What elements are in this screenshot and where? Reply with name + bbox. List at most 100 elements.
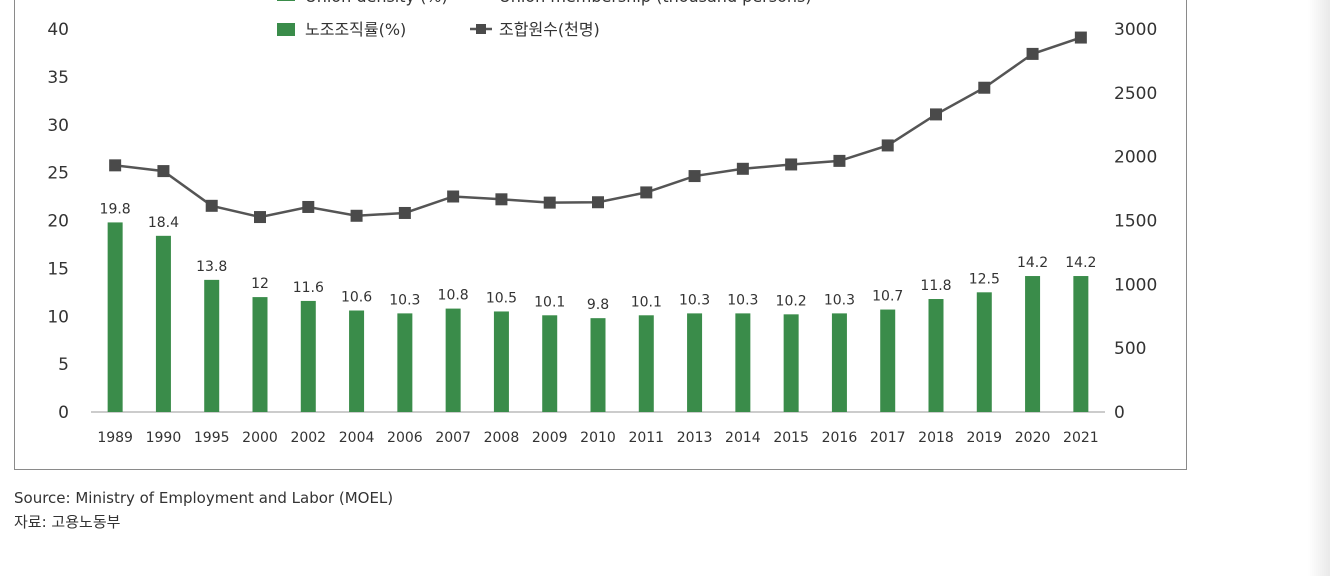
bar [542,315,558,412]
bar-value-label: 10.5 [486,290,517,306]
bar-value-label: 10.3 [679,292,710,308]
legend-swatch-density [277,23,295,36]
y-left-tick-label: 30 [47,116,69,136]
bar [155,235,171,412]
membership-point [833,154,846,167]
legend-label-density: 노조조직률(%) [305,20,406,39]
bar-value-label: 11.6 [293,280,324,296]
bar [687,313,703,412]
x-tick-label: 2017 [870,430,906,446]
y-left-tick-label: 0 [58,403,69,423]
bar-value-label: 10.8 [438,288,469,304]
bar [300,300,316,412]
x-tick-label: 2010 [580,430,616,446]
membership-line [114,36,1082,219]
y-right-tick-label: 2000 [1114,148,1157,168]
membership-point [736,162,749,175]
membership-point [978,81,991,94]
x-tick-label: 2016 [822,430,858,446]
x-tick-label: 2011 [628,430,664,446]
membership-point [640,186,653,199]
membership-point [592,196,604,209]
membership-point [495,193,508,206]
bar [493,311,509,412]
y-left-tick-label: 10 [47,307,69,327]
bar [252,297,268,412]
bar-value-label: 9.8 [587,297,609,313]
bar [590,318,606,412]
source-korean: 자료: 고용노동부 [14,513,121,531]
x-tick-label: 2008 [484,430,520,446]
x-tick-label: 2013 [677,430,713,446]
bar [735,313,751,412]
bar-value-label: 10.7 [872,289,903,305]
bar-value-label: 14.2 [1017,255,1048,271]
bar-value-label: 12.5 [969,271,1000,287]
y-left-tick-label: 35 [47,68,69,88]
x-tick-label: 2006 [387,430,423,446]
bar-value-label: 11.8 [920,278,951,294]
bar [204,279,220,412]
x-tick-label: 1989 [97,430,133,446]
x-tick-label: 2009 [532,430,568,446]
bar-value-label: 19.8 [100,201,131,217]
y-right-tick-label: 0 [1114,403,1125,423]
bar [445,308,461,412]
x-tick-label: 2000 [242,430,278,446]
membership-point [254,211,266,224]
bar [783,314,799,412]
membership-point [205,199,218,212]
legend-marker-membership [476,24,486,34]
legend-label-membership-en: Union membership (thousand persons) [499,0,812,6]
membership-point [688,170,701,183]
y-right-tick-label: 2500 [1114,84,1157,104]
bar [397,313,413,412]
bar-value-label: 12 [251,276,269,292]
bar [349,310,365,412]
bar [831,313,847,412]
bar-value-label: 10.3 [727,292,758,308]
bar [107,222,123,412]
bar [880,309,896,412]
membership-point [1074,31,1087,44]
membership-point [350,209,363,222]
bar [638,315,654,412]
bar [1073,276,1089,412]
x-tick-label: 2007 [435,430,471,446]
y-right-tick-label: 1500 [1114,212,1157,232]
x-tick-label: 2019 [966,430,1002,446]
y-right-tick-label: 3000 [1114,20,1157,40]
chart: 0 5 10 15 20 25 30 35 40 0 500 1000 1500 2000 2500 3000… [47,0,1157,446]
page-edge-shadow [1308,0,1330,576]
x-tick-label: 2002 [290,430,326,446]
bar-value-label: 10.3 [389,292,420,308]
x-tick-label: 1990 [146,430,182,446]
legend-label-membership: 조합원수(천명) [499,20,600,39]
membership-point [881,139,894,152]
membership-point [785,158,798,171]
membership-point [1026,47,1039,60]
y-left-tick-label: 25 [47,164,69,184]
membership-point [157,165,170,178]
bar-value-label: 10.6 [341,290,372,306]
bar-value-label: 10.2 [776,293,807,309]
legend-label-density-en: Union density (%) [305,0,448,6]
x-tick-label: 2014 [725,430,761,446]
bar [1025,276,1041,412]
membership-point [447,190,460,203]
y-left-tick-label: 5 [58,355,69,375]
y-right-tick-label: 1000 [1114,275,1157,295]
x-tick-label: 2015 [773,430,809,446]
membership-point [109,159,122,172]
bar-value-label: 10.1 [631,294,662,310]
bar-value-label: 10.3 [824,292,855,308]
x-tick-label: 2020 [1015,430,1051,446]
bar [976,292,992,412]
x-tick-label: 2004 [339,430,375,446]
y-left-tick-label: 40 [47,20,69,40]
y-left-tick-label: 20 [47,212,69,232]
bar-value-label: 14.2 [1065,255,1096,271]
y-right-tick-label: 500 [1114,339,1146,359]
x-tick-label: 2018 [918,430,954,446]
membership-point [398,206,411,219]
